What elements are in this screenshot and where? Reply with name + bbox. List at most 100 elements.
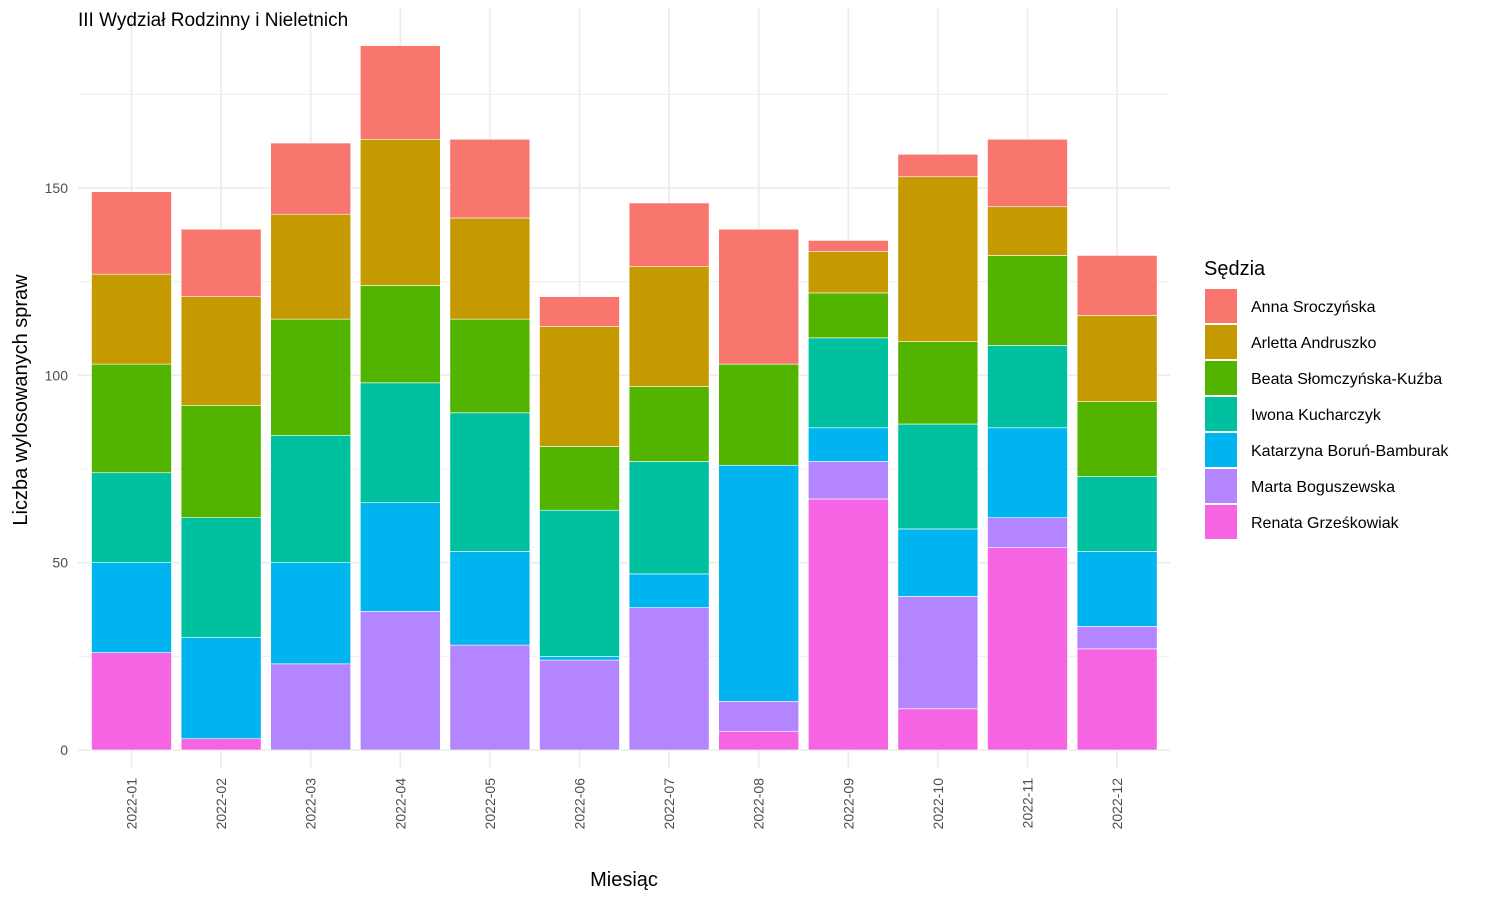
bar-segment (359, 285, 441, 384)
x-tick-label: 2022-03 (303, 778, 319, 830)
bar-segment (987, 345, 1068, 429)
bar-segment (897, 596, 979, 710)
bar-segment (628, 266, 710, 387)
bar-segment (539, 656, 620, 661)
bar-segment (91, 363, 172, 474)
bar-segment (987, 255, 1068, 346)
bar-segment (359, 45, 441, 140)
bar-segment (359, 502, 441, 612)
bar-segment (1076, 648, 1158, 751)
legend-label: Iwona Kucharczyk (1251, 407, 1382, 424)
legend-swatch (1205, 289, 1237, 323)
bar-segment (987, 547, 1068, 751)
y-axis-title: Liczba wylosowanych spraw (10, 274, 32, 526)
bar-segment (359, 611, 441, 751)
bar-segment (539, 509, 620, 657)
bar-segment (91, 652, 172, 751)
y-axis: 0 50 100 150 (45, 180, 69, 758)
x-tick-label: 2022-04 (392, 778, 408, 830)
legend-swatch (1205, 361, 1237, 395)
bar-segment (539, 296, 620, 327)
x-tick-label: 2022-09 (840, 778, 856, 830)
bar-segment (897, 176, 979, 342)
bar-segment (539, 326, 620, 447)
bar-segment (270, 663, 352, 751)
bar-segment (270, 318, 352, 436)
bar-segment (718, 700, 800, 732)
bar-segment (270, 213, 352, 320)
bar-segment (807, 240, 889, 252)
bar-segment (987, 427, 1068, 519)
x-tick-label: 2022-05 (482, 778, 498, 830)
legend-swatch (1205, 505, 1237, 539)
bar-segment (449, 412, 531, 552)
bar-segment (180, 517, 262, 638)
legend-swatch (1205, 325, 1237, 359)
bar-segment (359, 382, 441, 504)
bar-segment (897, 153, 979, 178)
bar-segment (449, 551, 531, 646)
bar-segment (897, 341, 979, 425)
legend-label: Katarzyna Boruń-Bamburak (1251, 443, 1449, 460)
bar-segment (1076, 315, 1158, 402)
bar-segment (807, 251, 889, 294)
bar-segment (91, 273, 172, 365)
bar-segment (807, 427, 889, 462)
x-tick-label: 2022-10 (930, 778, 946, 830)
bar-segment (628, 202, 710, 267)
x-tick-label: 2022-12 (1109, 778, 1125, 830)
bar-segment (180, 228, 262, 297)
bar-segment (897, 423, 979, 530)
legend-label: Marta Boguszewska (1251, 479, 1395, 496)
bar-segment (1076, 551, 1158, 627)
bar-segment (1076, 401, 1158, 477)
bar-segment (539, 659, 620, 751)
bar-segment (539, 446, 620, 511)
x-tick-label: 2022-07 (661, 778, 677, 830)
bar-segment (807, 292, 889, 339)
bar-segment (628, 573, 710, 608)
bar-segment (628, 386, 710, 462)
bar-segment (628, 607, 710, 751)
bar-segment (270, 562, 352, 665)
y-tick-label: 0 (60, 742, 68, 758)
bar-segment (449, 644, 531, 751)
x-tick-label: 2022-01 (124, 778, 140, 830)
bar-segment (628, 461, 710, 575)
x-axis: 2022-01 2022-02 2022-03 2022-04 2022-05 2022-… (124, 778, 1126, 830)
bar-segment (91, 191, 172, 275)
bar-segment (270, 434, 352, 563)
legend: Sędzia Anna Sroczyńska Arletta Andruszko B… (1204, 258, 1449, 539)
bar-segment (449, 217, 531, 320)
x-tick-label: 2022-02 (213, 778, 229, 830)
x-tick-label: 2022-06 (572, 778, 588, 830)
legend-label: Anna Sroczyńska (1251, 299, 1376, 316)
y-tick-label: 150 (45, 180, 69, 196)
bar-segment (897, 708, 979, 751)
bar-segment (897, 528, 979, 597)
bar-segment (449, 138, 531, 219)
chart-title: III Wydział Rodzinny i Nieletnich (78, 10, 348, 31)
bar-segment (807, 461, 889, 500)
bar-segment (1076, 476, 1158, 552)
bar-segment (180, 637, 262, 740)
bar-segment (987, 206, 1068, 256)
bar-segment (1076, 255, 1158, 316)
legend-swatch (1205, 469, 1237, 503)
bar-segment (1076, 626, 1158, 650)
bar-segment (91, 562, 172, 653)
legend-label: Renata Grześkowiak (1251, 515, 1400, 532)
legend-swatch (1205, 433, 1237, 467)
bars-layer (91, 45, 1158, 751)
bar-segment (987, 138, 1068, 208)
legend-label: Arletta Andruszko (1251, 335, 1377, 352)
legend-swatch (1205, 397, 1237, 431)
bar-segment (180, 405, 262, 519)
bar-segment (91, 472, 172, 563)
legend-label: Beata Słomczyńska-Kuźba (1251, 371, 1442, 388)
legend-title: Sędzia (1204, 258, 1266, 280)
bar-segment (718, 228, 800, 365)
x-tick-label: 2022-11 (1020, 778, 1036, 829)
